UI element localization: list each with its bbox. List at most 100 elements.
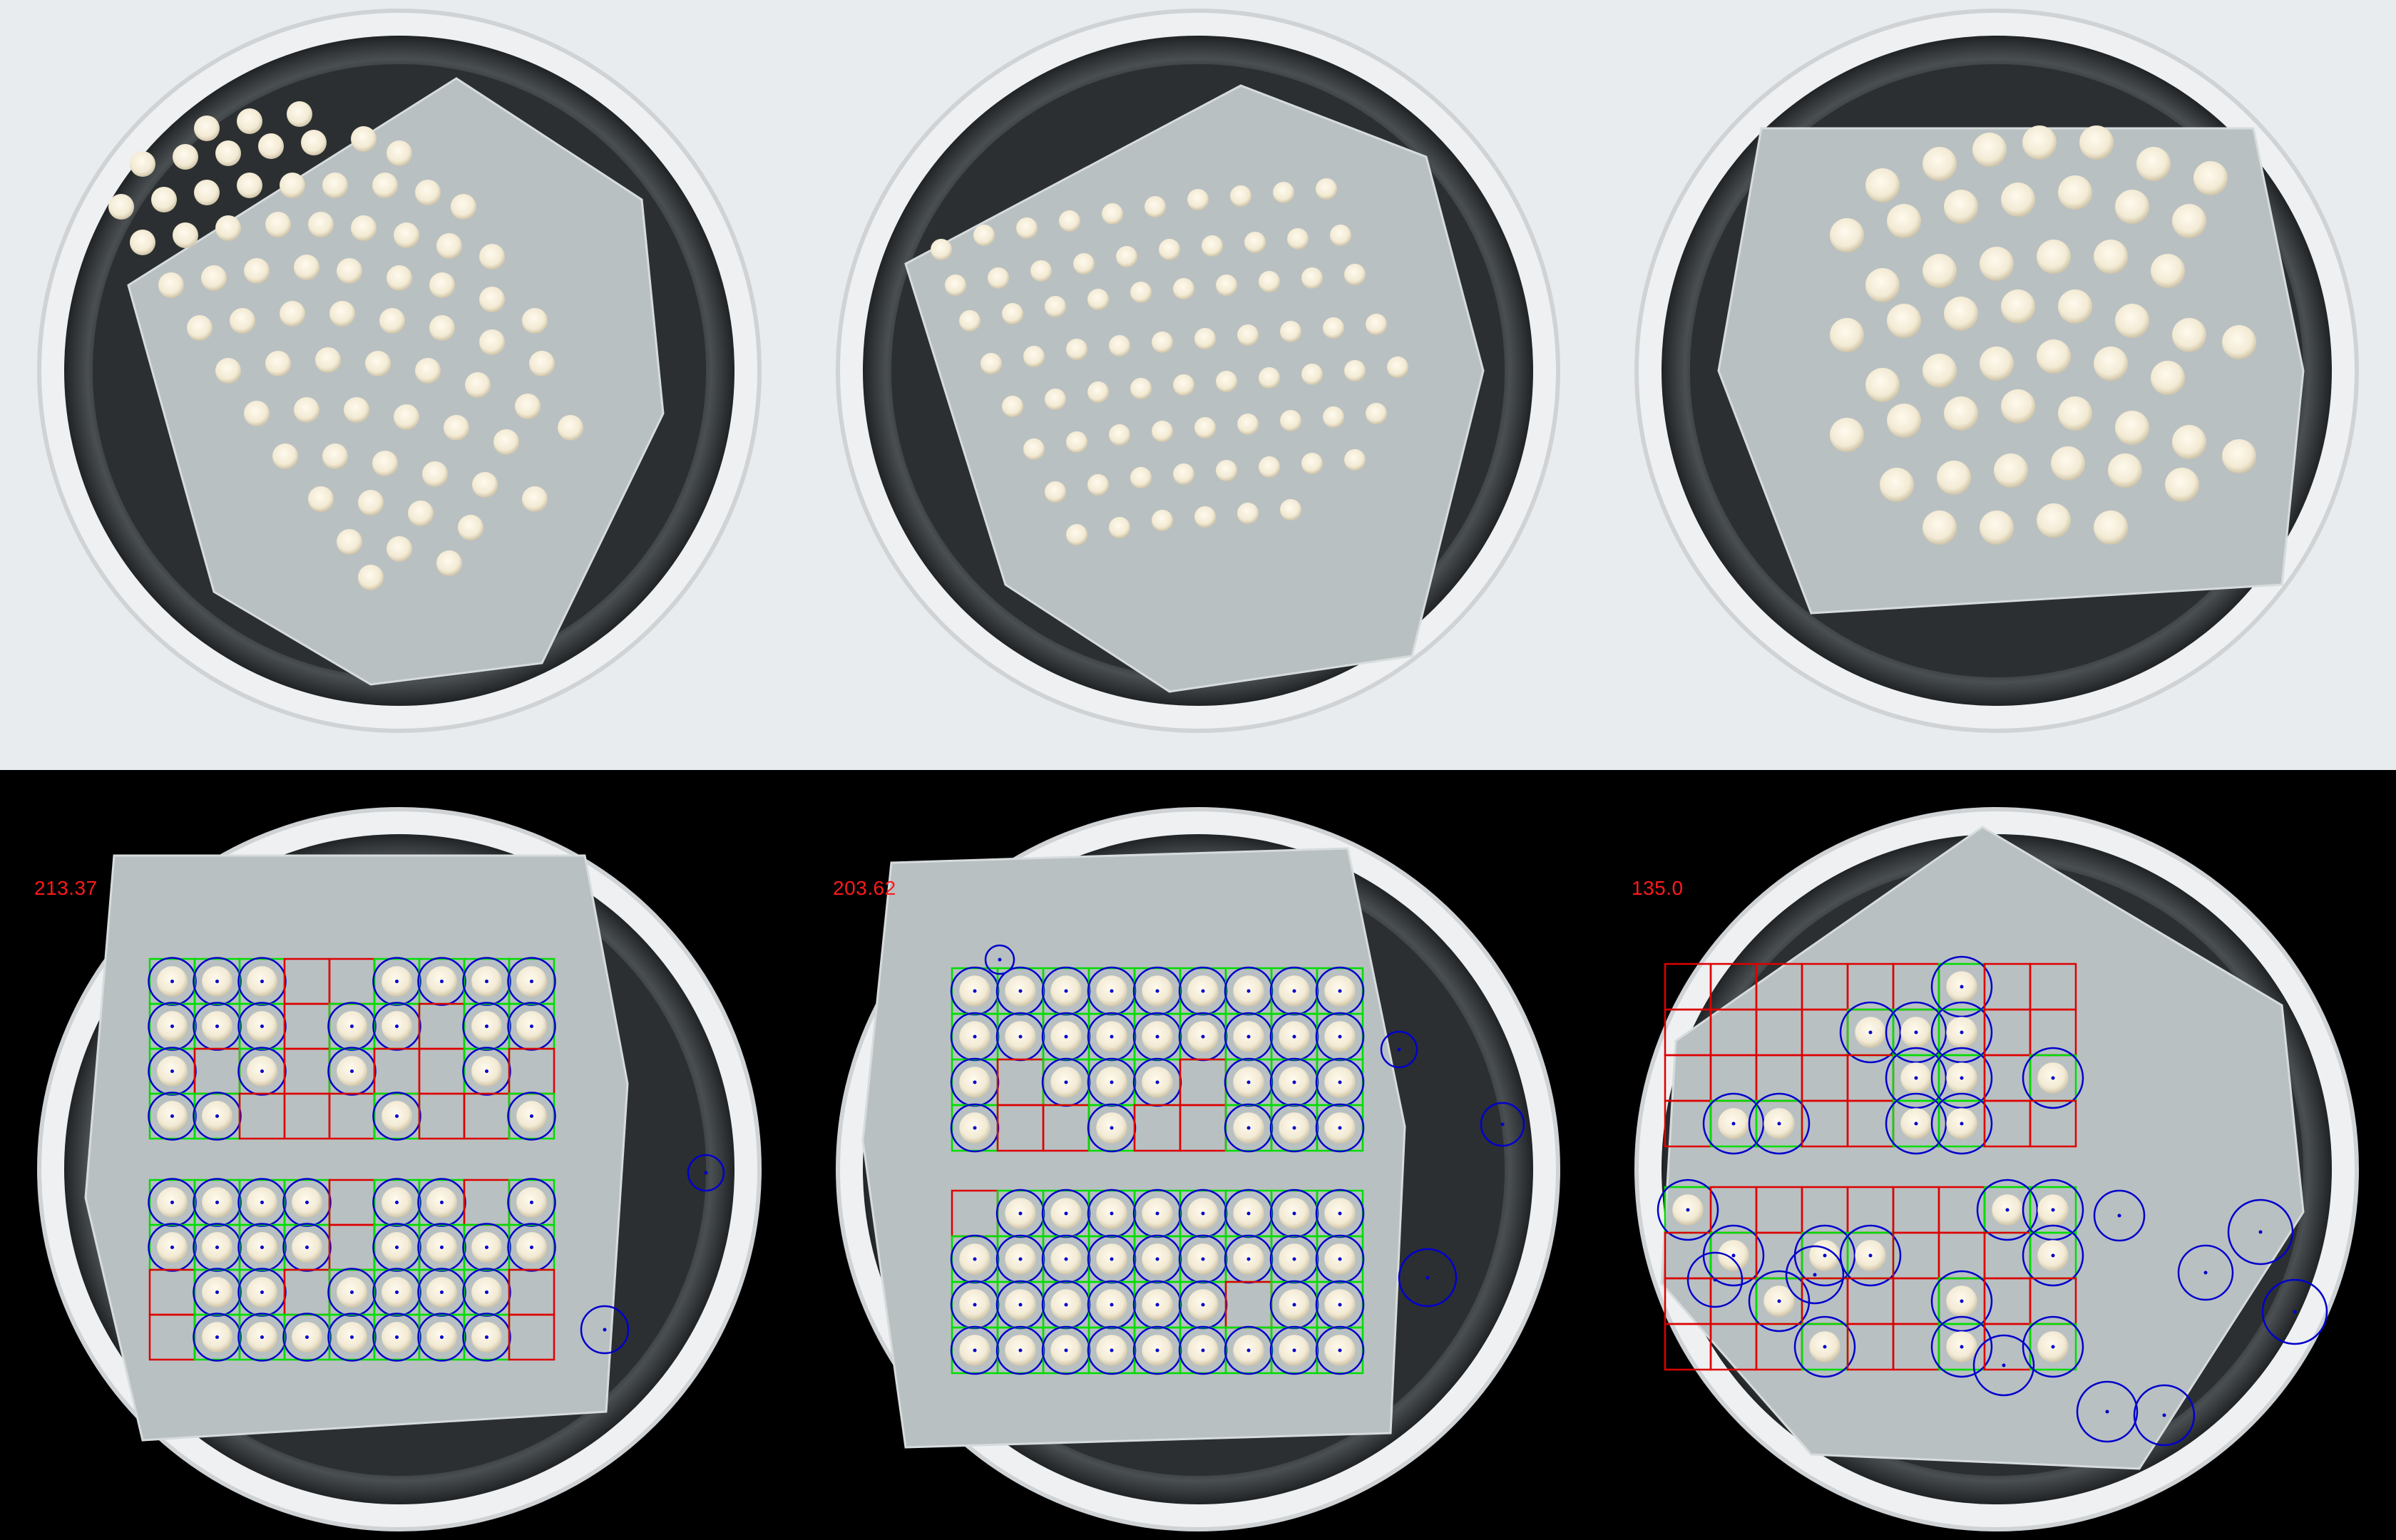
colony	[394, 222, 419, 248]
colony-center-dot	[170, 1201, 174, 1204]
grid-cell-detected	[508, 1092, 556, 1140]
colony-detection-circle	[327, 1047, 377, 1096]
colony-center-dot	[305, 1335, 309, 1339]
colony-center-dot	[1292, 989, 1296, 993]
annotated-plate-3: 135.0	[1597, 770, 2396, 1540]
colony	[386, 140, 412, 166]
colony-center-dot	[395, 1246, 399, 1249]
colony-center-dot	[1110, 989, 1114, 993]
colony	[358, 490, 384, 515]
colony-center-dot	[1338, 1211, 1342, 1216]
colony	[1280, 410, 1301, 431]
colony-detection-circle	[2177, 1244, 2234, 1301]
colony	[108, 194, 134, 220]
colony-detection-circle	[1885, 1001, 1947, 1064]
colony-center-dot	[998, 958, 1002, 962]
colony-center-dot	[1338, 1257, 1342, 1261]
colony-center-dot	[1155, 1211, 1159, 1216]
colony-detection-circle	[327, 1002, 377, 1051]
colony-center-dot	[1064, 1348, 1068, 1352]
colony-detection-circle	[372, 1178, 421, 1227]
colony-detection-circle	[462, 1047, 511, 1096]
colony-detection-circle	[507, 1178, 556, 1227]
colony-center-dot	[215, 980, 219, 983]
colony-center-dot	[2002, 1363, 2006, 1367]
colony-detection-circle	[1315, 1325, 1365, 1375]
colony-center-dot	[350, 1069, 354, 1073]
colony-center-dot	[485, 1246, 488, 1249]
colony-detection-circle	[2022, 1179, 2084, 1241]
colony-detection-circle	[282, 1313, 332, 1362]
colony	[1259, 271, 1280, 292]
colony-center-dot	[215, 1335, 219, 1339]
colony	[2037, 240, 2071, 274]
colony	[379, 308, 405, 334]
colony-center-dot	[1018, 1257, 1023, 1261]
colony	[1145, 196, 1166, 217]
colony-center-dot	[530, 1246, 533, 1249]
colony	[130, 230, 155, 255]
colony	[959, 310, 981, 332]
plate-3-grid-overlay	[1597, 770, 2396, 1540]
colony-detection-circle	[2022, 1224, 2084, 1287]
colony-center-dot	[704, 1171, 708, 1175]
colony	[1280, 321, 1301, 342]
colony	[2094, 240, 2128, 274]
colony-center-dot	[1500, 1122, 1505, 1126]
colony-center-dot	[260, 1290, 264, 1294]
colony-detection-circle	[1398, 1248, 1458, 1308]
colony-detection-circle	[1785, 1245, 1845, 1305]
colony	[294, 397, 319, 423]
colony-center-dot	[2051, 1253, 2055, 1258]
colony-detection-circle	[193, 1313, 242, 1362]
colony-center-dot	[260, 1246, 264, 1249]
colony-center-dot	[1018, 1035, 1023, 1039]
colony	[329, 301, 355, 327]
colony	[1830, 318, 1864, 352]
colony	[2058, 396, 2092, 431]
colony-center-dot	[170, 1069, 174, 1073]
colony-center-dot	[1914, 1076, 1918, 1080]
rotation-angle-label: 213.37	[34, 877, 98, 899]
colony	[1187, 189, 1209, 210]
colony	[2115, 411, 2149, 445]
colony-center-dot	[485, 1335, 488, 1339]
colony-center-dot	[1823, 1253, 1827, 1258]
colony-detection-circle	[193, 1002, 242, 1051]
colony-center-dot	[260, 1069, 264, 1073]
colony-center-dot	[2203, 1270, 2208, 1275]
colony	[422, 461, 448, 487]
colony	[1102, 203, 1123, 225]
colony-center-dot	[395, 1335, 399, 1339]
colony	[988, 267, 1009, 289]
colony	[1972, 133, 2007, 167]
colony	[158, 272, 184, 298]
colony	[1087, 381, 1109, 403]
original-plate-3	[1597, 0, 2396, 770]
colony-center-dot	[1868, 1030, 1873, 1035]
colony-center-dot	[1201, 1348, 1205, 1352]
colony	[1980, 346, 2014, 381]
colony-detection-circle	[1380, 1030, 1418, 1069]
colony-center-dot	[1823, 1345, 1827, 1349]
colony-center-dot	[1155, 1257, 1159, 1261]
colony	[1023, 438, 1045, 460]
colony	[358, 565, 384, 590]
colony-center-dot	[973, 1303, 977, 1307]
rotation-angle-label: 135.0	[1632, 877, 1684, 899]
colony	[1923, 354, 1957, 388]
colony-center-dot	[1713, 1278, 1717, 1282]
colony	[2115, 190, 2149, 224]
colony-detection-circle	[148, 1178, 197, 1227]
annotated-plate-2: 203.62	[799, 770, 1597, 1540]
colony-center-dot	[1960, 1121, 1964, 1126]
colony-center-dot	[973, 989, 977, 993]
colony-center-dot	[1338, 1080, 1342, 1084]
colony	[1194, 506, 1216, 528]
colony-detection-circle	[327, 1268, 377, 1317]
colony	[1344, 264, 1366, 285]
colony	[215, 215, 241, 241]
colony	[1030, 260, 1052, 282]
colony-center-dot	[603, 1328, 607, 1332]
colony-center-dot	[260, 1335, 264, 1339]
